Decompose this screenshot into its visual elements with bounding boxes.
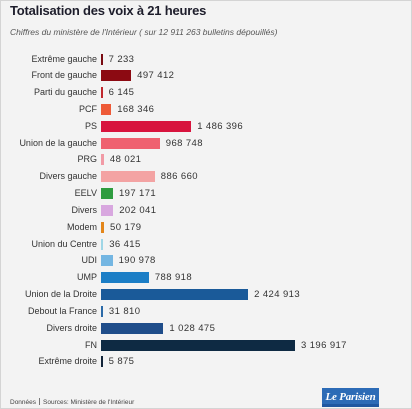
bar-modem[interactable] bbox=[101, 221, 105, 233]
footer: Données Sources: Ministère de l'Intérieur bbox=[10, 398, 134, 407]
category-label-prg: PRG bbox=[77, 154, 97, 165]
bar-divers-gauche[interactable] bbox=[101, 171, 155, 183]
chart-subtitle: Chiffres du ministère de l'Intérieur ( s… bbox=[10, 27, 278, 37]
value-label-divers-gauche: 886 660 bbox=[160, 171, 198, 183]
value-label-pcf: 168 346 bbox=[117, 103, 155, 115]
category-label-eelv: EELV bbox=[74, 188, 97, 199]
value-label-fn: 3 196 917 bbox=[301, 339, 347, 351]
value-label-union-de-la-droite: 2 424 913 bbox=[254, 289, 301, 301]
category-label-union-du-centre: Union du Centre bbox=[31, 238, 97, 249]
category-label-extreme-droite: Extrême droite bbox=[38, 356, 97, 367]
bar-extreme-gauche[interactable] bbox=[101, 53, 103, 65]
bar-debout-la-france[interactable] bbox=[101, 305, 103, 317]
value-label-divers: 202 041 bbox=[119, 204, 157, 216]
bar-fn[interactable] bbox=[101, 339, 295, 351]
category-label-parti-du-gauche: Parti du gauche bbox=[33, 87, 97, 98]
bar-ps[interactable] bbox=[101, 120, 192, 132]
category-label-divers: Divers bbox=[71, 204, 97, 215]
bar-ump[interactable] bbox=[101, 272, 149, 284]
value-label-ps: 1 486 396 bbox=[197, 120, 244, 132]
value-label-eelv: 197 171 bbox=[118, 188, 157, 200]
category-label-union-de-la-gauche: Union de la gauche bbox=[19, 137, 97, 148]
bar-union-de-la-gauche[interactable] bbox=[101, 137, 160, 149]
bar-extreme-droite[interactable] bbox=[101, 356, 103, 368]
bar-union-du-centre[interactable] bbox=[101, 238, 104, 250]
footer-source[interactable]: Sources: Ministère de l'Intérieur bbox=[43, 399, 135, 406]
bar-front-de-gauche[interactable] bbox=[101, 70, 132, 82]
bar-prg[interactable] bbox=[101, 154, 104, 166]
value-label-parti-du-gauche: 6 145 bbox=[108, 87, 135, 99]
footer-label: Données bbox=[10, 399, 37, 406]
value-label-modem: 50 179 bbox=[110, 221, 142, 233]
category-label-divers-droite: Divers droite bbox=[46, 322, 97, 333]
bar-eelv[interactable] bbox=[101, 188, 113, 200]
value-label-udi: 190 978 bbox=[118, 255, 156, 267]
value-label-union-de-la-gauche: 968 748 bbox=[165, 137, 203, 149]
bar-parti-du-gauche[interactable] bbox=[101, 87, 103, 99]
category-label-ps: PS bbox=[84, 120, 97, 131]
category-label-fn: FN bbox=[85, 339, 97, 350]
bar-union-de-la-droite[interactable] bbox=[101, 289, 249, 301]
value-label-extreme-droite: 5 875 bbox=[108, 356, 135, 368]
category-label-union-de-la-droite: Union de la Droite bbox=[24, 289, 97, 300]
value-label-extreme-gauche: 7 233 bbox=[108, 53, 135, 65]
category-label-ump: UMP bbox=[77, 272, 97, 283]
category-label-udi: UDI bbox=[81, 255, 98, 266]
le-parisien-logo[interactable]: Le Parisien bbox=[322, 388, 379, 407]
bar-divers[interactable] bbox=[101, 204, 114, 216]
category-label-front-de-gauche: Front de gauche bbox=[31, 70, 97, 81]
category-label-divers-gauche: Divers gauche bbox=[39, 171, 97, 182]
category-label-modem: Modem bbox=[66, 221, 97, 232]
value-label-front-de-gauche: 497 412 bbox=[137, 70, 175, 82]
category-label-pcf: PCF bbox=[79, 103, 97, 114]
bar-pcf[interactable] bbox=[101, 103, 112, 115]
category-label-debout-la-france: Debout la France bbox=[27, 305, 97, 316]
value-label-union-du-centre: 36 415 bbox=[109, 238, 141, 250]
chart-title: Totalisation des voix à 21 heures bbox=[10, 3, 207, 18]
value-label-prg: 48 021 bbox=[109, 154, 142, 166]
value-label-debout-la-france: 31 810 bbox=[108, 305, 141, 317]
value-label-ump: 788 918 bbox=[154, 272, 192, 284]
value-label-divers-droite: 1 028 475 bbox=[169, 322, 216, 334]
footer-divider bbox=[39, 398, 41, 405]
bar-divers-droite[interactable] bbox=[101, 322, 164, 334]
category-label-extreme-gauche: Extrême gauche bbox=[31, 53, 97, 64]
bar-udi[interactable] bbox=[101, 255, 113, 267]
